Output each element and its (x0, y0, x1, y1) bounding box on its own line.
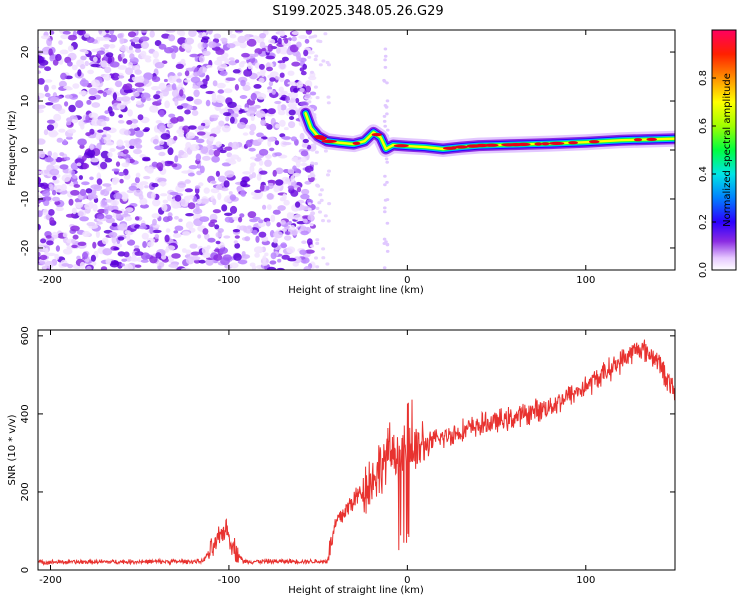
snr-y-tick-label: 600 (20, 326, 31, 345)
snr-x-axis-label: Height of straight line (km) (288, 585, 424, 596)
colorbar-tick-label: 0.6 (698, 118, 709, 134)
spectrogram-y-tick-label: 0 (20, 147, 31, 153)
spectrogram-peak (393, 144, 409, 148)
spectrogram-peak (568, 141, 578, 145)
spectrogram-peak (534, 142, 543, 146)
spectrogram-peak (588, 140, 600, 144)
spectrogram-x-tick-label: -200 (39, 275, 62, 286)
spectrogram-x-tick-label: 100 (576, 275, 595, 286)
spectrogram-peak (319, 137, 327, 141)
colorbar-tick-label: 0.8 (698, 70, 709, 86)
snr-x-tick-label: -100 (218, 575, 241, 586)
snr-x-tick-label: -200 (39, 575, 62, 586)
snr-axes: -200 -100 0 100 0 200 400 600 (20, 326, 676, 586)
colorbar-axes: 0.0 0.2 0.4 0.6 0.8 (698, 29, 737, 278)
colorbar-label: Normalized spectral amplitude (722, 73, 733, 227)
spectrogram-peak (549, 141, 565, 145)
spectrogram-peak (467, 144, 482, 148)
spectrogram-peak (484, 143, 499, 147)
spectrogram-image (38, 30, 675, 270)
spectrogram-noise-field (38, 30, 390, 270)
spectrogram-peak (501, 143, 516, 147)
figure-title: S199.2025.348.05.26.G29 (272, 4, 443, 19)
spectrogram-peak (454, 145, 468, 149)
snr-x-tick-label: 100 (576, 575, 595, 586)
colorbar: 0.0 0.2 0.4 0.6 0.8 Normalized spectral ampl… (698, 29, 737, 278)
snr-y-tick-label: 0 (20, 567, 31, 573)
spectrogram-x-tick-label: -100 (218, 275, 241, 286)
snr-x-tick-label: 0 (404, 575, 410, 586)
colorbar-tick-label: 0.0 (698, 262, 709, 278)
colorbar-frame (711, 29, 737, 271)
spectrogram-y-tick-label: 10 (20, 95, 31, 108)
snr-y-tick-label: 400 (20, 404, 31, 423)
spectrogram-peak (321, 139, 337, 143)
colorbar-gradient (712, 30, 736, 270)
spectrogram-y-tick-label: -20 (20, 240, 31, 256)
spectrogram-peak (633, 138, 643, 142)
spectrogram-y-tick-label: -10 (20, 191, 31, 207)
colorbar-tick-label: 0.2 (698, 214, 709, 230)
spectrogram-peak (443, 146, 457, 150)
snr-y-axis-label: SNR (10 * v/v) (7, 414, 18, 485)
spectrogram-x-axis-label: Height of straight line (km) (288, 285, 424, 296)
snr-panel: -200 -100 0 100 0 200 400 600 Height of straigh… (7, 326, 676, 596)
spectrogram-peak (541, 142, 550, 146)
spectrogram-y-tick-label: 20 (20, 46, 31, 59)
snr-frame (37, 329, 676, 571)
spectrogram-x-tick-label: 0 (404, 275, 410, 286)
spectrogram-peak (371, 133, 382, 137)
colorbar-tick-label: 0.4 (698, 166, 709, 182)
spectrogram-ridge (297, 105, 675, 157)
spectrogram-peak (352, 141, 361, 145)
snr-series-line (37, 339, 676, 567)
spectrogram-peak (646, 137, 657, 141)
spectrogram-y-axis-label: Frequency (Hz) (7, 110, 18, 186)
snr-y-tick-label: 200 (20, 482, 31, 501)
